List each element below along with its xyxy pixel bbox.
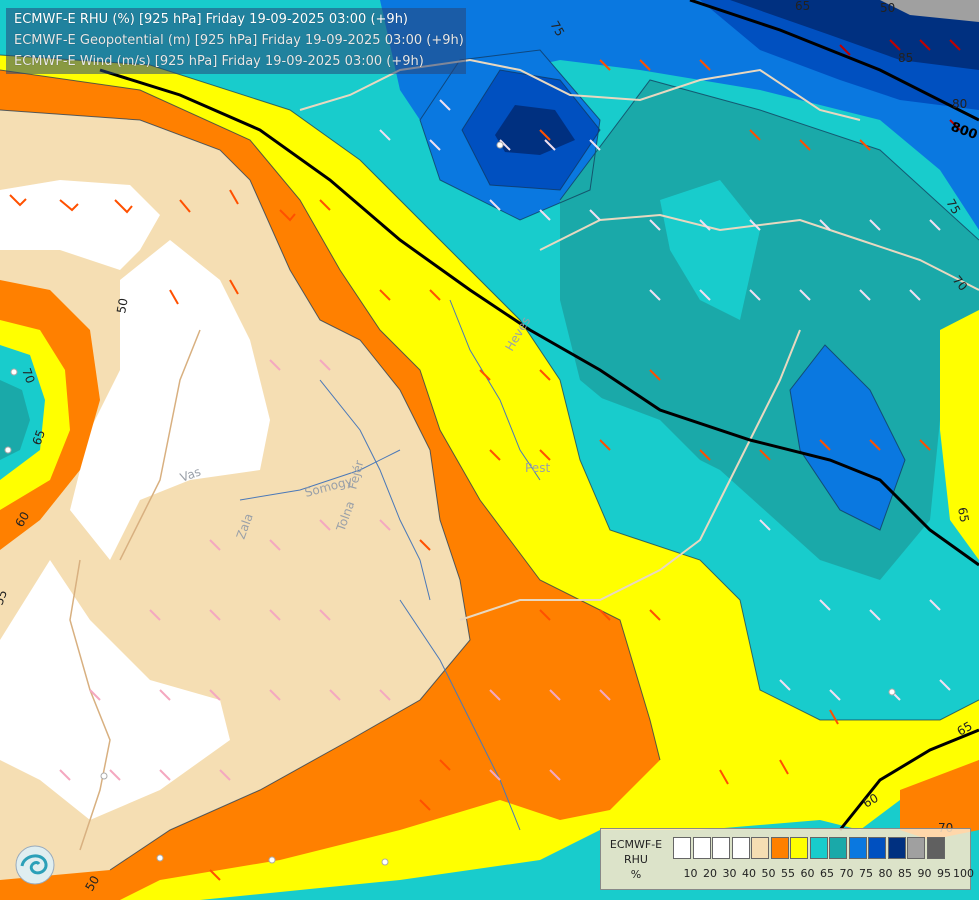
place-label: Pest (525, 461, 550, 475)
legend-tick-label: 90 (917, 867, 932, 880)
legend-title-line1: ECMWF-E (609, 838, 663, 851)
legend-tick-label: 30 (722, 867, 737, 880)
contour-label: 60 (861, 791, 881, 811)
legend-tick-label: 95 (937, 867, 951, 880)
legend-tick-label: 10 (683, 867, 698, 880)
rhu-region-below-50-south (0, 560, 230, 820)
legend-swatch (809, 837, 828, 859)
geopotential-line-north (689, 0, 979, 122)
place-label: Vas (178, 465, 202, 485)
rhu-region-west-teal (0, 380, 30, 460)
contour-label: 65 (955, 719, 975, 739)
legend-tick-label: 55 (781, 867, 795, 880)
rhu-title: ECMWF-E RHU (%) [925 hPa] Friday 19-09-2… (14, 12, 408, 27)
legend-swatch (731, 837, 750, 859)
legend-tick-label: 70 (839, 867, 854, 880)
legend-tick-label: 65 (820, 867, 834, 880)
legend-tick-label: 50 (761, 867, 776, 880)
legend-tick-label: 75 (859, 867, 873, 880)
contour-label: 75 (547, 19, 567, 39)
rhu-region-below-50-north (0, 180, 160, 270)
legend-swatch (926, 837, 945, 859)
rhu-region-teal-south (580, 390, 760, 600)
rhu-region-yellow-east (940, 310, 979, 560)
ecmwf-logo-icon (14, 842, 56, 888)
legend-tick-label: 80 (878, 867, 893, 880)
rhu-region-cyan-inner (660, 180, 760, 320)
legend-tick-label: 85 (898, 867, 912, 880)
legend-swatch (887, 837, 906, 859)
legend-swatch (829, 837, 847, 859)
wind-title: ECMWF-E Wind (m/s) [925 hPa] Friday 19-0… (14, 54, 424, 69)
legend-swatch (907, 837, 925, 859)
contour-label: 85 (898, 51, 913, 65)
legend-tick-label: 20 (703, 867, 717, 880)
contour-label: 80 (952, 97, 967, 111)
contour-label: 75 (943, 197, 963, 217)
legend-swatch (751, 837, 769, 859)
wind-barbs (4, 39, 961, 881)
contour-label: 70 (19, 366, 37, 385)
legend-tick-label: 60 (800, 867, 815, 880)
legend-swatch (790, 837, 808, 859)
legend-title-line3: % (630, 868, 642, 881)
rhu-region-blue-east (790, 345, 905, 530)
contour-label: 60 (12, 509, 32, 529)
legend-swatch (673, 837, 691, 859)
rhu-region-90-95 (495, 105, 575, 155)
map-header: ECMWF-E RHU (%) [925 hPa] Friday 19-09-2… (6, 8, 466, 74)
contour-label: 65 (955, 506, 971, 523)
geopotential-title: ECMWF-E Geopotential (m) [925 hPa] Frida… (14, 33, 464, 48)
contour-label: 65 (795, 0, 810, 13)
rhu-region-top-right-navy (730, 0, 979, 70)
rhu-legend: ECMWF-E RHU % 10 20 30 40 50 55 60 65 70 75 80 85 90… (600, 828, 974, 890)
rhu-region-below-50-central (70, 240, 270, 560)
geopotential-line-south (99, 68, 979, 567)
legend-title: ECMWF-E RHU % (603, 837, 669, 882)
rhu-region-grey (880, 0, 979, 22)
contour-lines (0, 49, 979, 871)
legend-swatch (848, 837, 867, 859)
legend-title-line2: RHU (624, 853, 648, 866)
contour-label: 50 (82, 873, 102, 893)
legend-swatch (712, 837, 730, 859)
contour-label: 65 (30, 428, 48, 447)
contour-label: 50 (880, 1, 895, 15)
legend-swatch (692, 837, 711, 859)
contour-label: 50 (114, 297, 130, 314)
geopotential-line-se (838, 728, 979, 831)
borders (69, 58, 979, 851)
contour-label: 55 (0, 588, 10, 607)
legend-tick-label: 100 (953, 867, 974, 880)
legend-tick-label: 40 (742, 867, 756, 880)
legend-swatch (770, 837, 789, 859)
legend-swatch (868, 837, 886, 859)
rhu-region-orange-se (900, 760, 979, 840)
